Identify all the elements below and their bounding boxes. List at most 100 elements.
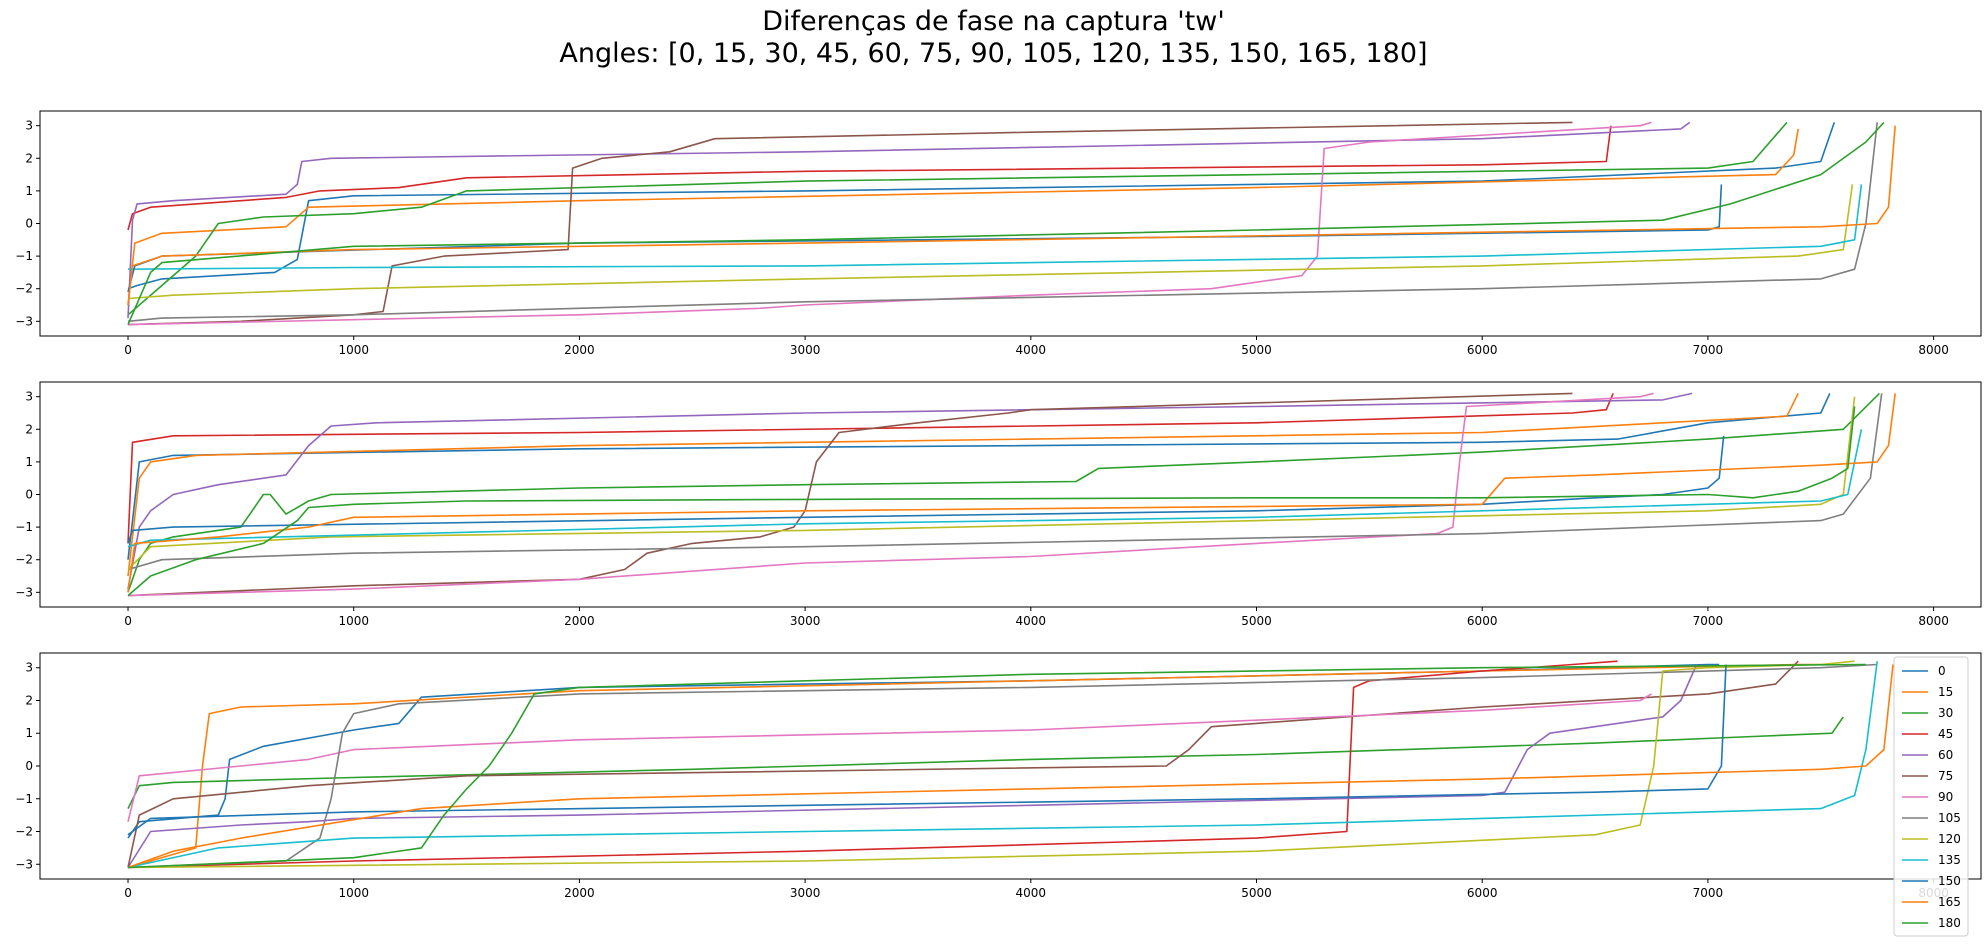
series-line-15 [127,663,1821,869]
legend-label-90: 90 [1938,790,1953,804]
y-tick-label: 2 [25,151,33,165]
series-line-45 [127,125,1612,231]
figure-title: Diferenças de fase na captura 'tw' Angle… [0,6,1987,70]
series-line-165 [127,393,1896,593]
x-tick-label: 2000 [564,343,595,357]
series-line-135 [127,661,1878,869]
x-tick-label: 2000 [564,886,595,900]
x-tick-label: 6000 [1467,614,1498,628]
y-tick-label: −2 [15,553,33,567]
series-line-150 [127,664,1727,836]
x-tick-label: 7000 [1693,886,1724,900]
y-tick-label: 2 [25,693,33,707]
series-line-105 [127,663,1878,869]
x-tick-label: 8000 [1918,614,1949,628]
y-tick-label: −3 [15,585,33,599]
legend-label-105: 105 [1938,811,1961,825]
series-line-60 [127,392,1693,590]
series-group [127,660,1894,869]
x-tick-label: 6000 [1467,343,1498,357]
series-line-105 [127,122,1878,323]
x-tick-label: 1000 [338,886,369,900]
x-tick-label: 1000 [338,614,369,628]
series-line-75 [127,660,1799,868]
legend-label-0: 0 [1938,664,1946,678]
series-line-90 [127,392,1654,597]
legend-label-165: 165 [1938,895,1961,909]
y-tick-label: 2 [25,422,33,436]
series-line-30 [127,121,1788,316]
subplot-3: 010002000300040005000600070008000−3−2−10… [15,652,1982,937]
x-tick-label: 4000 [1016,614,1047,628]
y-tick-label: 0 [25,488,33,502]
y-tick-label: 0 [25,217,33,231]
y-tick-label: −1 [15,792,33,806]
legend-label-15: 15 [1938,685,1953,699]
series-line-90 [127,693,1652,822]
figure-title-line-1: Diferenças de fase na captura 'tw' [762,6,1225,37]
x-tick-label: 4000 [1016,343,1047,357]
y-tick-label: −2 [15,282,33,296]
x-tick-label: 7000 [1693,343,1724,357]
series-line-45 [127,393,1614,544]
y-tick-label: −2 [15,825,33,839]
series-line-105 [127,393,1883,571]
series-line-90 [127,121,1652,326]
y-tick-label: −1 [15,249,33,263]
y-tick-label: 1 [25,184,33,198]
x-tick-label: 6000 [1467,886,1498,900]
x-tick-label: 3000 [790,614,821,628]
x-tick-label: 5000 [1241,614,1272,628]
series-line-60 [127,121,1691,319]
y-tick-label: 3 [25,661,33,675]
legend: 0 15 30 45 60 75 90 105 120 135 150 165 180 [1893,656,1969,937]
series-line-30 [127,716,1844,809]
legend-label-60: 60 [1938,748,1953,762]
x-tick-label: 0 [124,614,132,628]
series-line-75 [127,392,1573,597]
x-tick-label: 7000 [1693,614,1724,628]
series-line-15 [127,128,1799,306]
legend-label-150: 150 [1938,874,1961,888]
x-tick-label: 1000 [338,343,369,357]
series-line-30 [127,392,1880,593]
series-line-135 [127,429,1863,548]
y-tick-label: −3 [15,857,33,871]
series-line-180 [127,121,1885,325]
series-line-75 [127,121,1573,326]
series-group [127,121,1896,326]
x-tick-label: 0 [124,343,132,357]
legend-label-75: 75 [1938,769,1953,783]
series-line-165 [127,125,1896,306]
series-line-180 [127,406,1856,597]
subplot-1: 0 1000 2000 3000 4000 5000 6000 7000 8000 −3 −2 −1 0… [15,110,1982,357]
legend-label-30: 30 [1938,706,1953,720]
series-line-60 [127,664,1698,868]
series-line-120 [127,184,1854,300]
y-tick-label: 3 [25,119,33,133]
series-line-120 [127,660,1855,869]
y-tick-label: 1 [25,726,33,740]
y-tick-label: −1 [15,520,33,534]
figure-title-line-2: Angles: [0, 15, 30, 45, 60, 75, 90, 105,… [559,38,1428,69]
series-line-165 [127,664,1894,869]
x-tick-label: 0 [124,886,132,900]
series-line-15 [127,393,1799,577]
legend-box [1893,656,1969,937]
x-tick-label: 5000 [1241,886,1272,900]
series-line-180 [127,663,1866,869]
x-tick-label: 4000 [1016,886,1047,900]
series-line-135 [127,184,1863,270]
y-tick-label: 0 [25,759,33,773]
legend-label-180: 180 [1938,916,1961,930]
x-tick-label: 2000 [564,614,595,628]
y-tick-label: 1 [25,455,33,469]
legend-label-120: 120 [1938,832,1961,846]
legend-label-135: 135 [1938,853,1961,867]
y-tick-label: −3 [15,314,33,328]
x-tick-label: 8000 [1918,343,1949,357]
x-tick-label: 3000 [790,343,821,357]
y-tick-label: 3 [25,390,33,404]
series-group [127,392,1896,597]
